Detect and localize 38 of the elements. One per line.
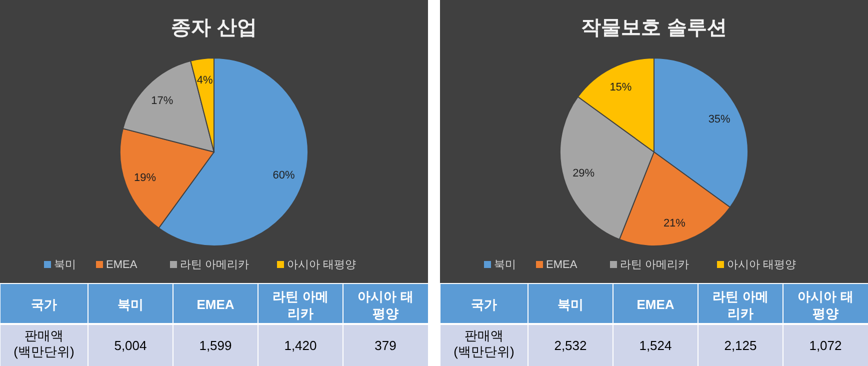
data-label: 15% bbox=[610, 82, 632, 94]
legend-label: 북미 bbox=[494, 259, 516, 271]
legend-label: 아시아 태평양 bbox=[287, 259, 356, 271]
legend-label: 라틴 아메리카 bbox=[620, 259, 690, 271]
text: 국가 bbox=[471, 297, 497, 312]
category-label: EMEA bbox=[196, 297, 234, 312]
text: 1,524 bbox=[639, 338, 672, 353]
text: 2,532 bbox=[554, 338, 587, 353]
data-label: 60% bbox=[272, 170, 295, 182]
category-label: 라틴 아메리카 bbox=[712, 289, 768, 321]
slice-label: EMEA bbox=[636, 297, 675, 312]
legend-label: 라틴 아메리카 bbox=[180, 259, 250, 271]
data-label: 19% bbox=[134, 172, 156, 184]
legend-label: 아시아 태평양 bbox=[727, 259, 796, 271]
category-label: 아시아 태평양 bbox=[358, 289, 414, 321]
data-label: 35% bbox=[708, 114, 731, 126]
legend-label: EMEA bbox=[106, 259, 138, 271]
text: 국가 bbox=[31, 297, 57, 312]
legend-label: EMEA bbox=[546, 259, 578, 271]
data-label: 17% bbox=[151, 95, 174, 108]
category-label: 아시아 태평양 bbox=[798, 289, 854, 321]
data-label: 4% bbox=[196, 74, 213, 86]
text: 379 bbox=[374, 338, 396, 353]
text: 1,599 bbox=[199, 338, 232, 353]
slice-label: 북미 bbox=[118, 297, 144, 312]
chart-title: 종자 산업 bbox=[171, 17, 257, 39]
chart-title: 작물보호 솔루션 bbox=[581, 17, 727, 39]
text: 1,072 bbox=[809, 338, 842, 353]
data-label: 29% bbox=[572, 167, 595, 180]
category-label: 북미 bbox=[558, 297, 584, 312]
text: 판매액 (백만단위) bbox=[14, 328, 74, 359]
text: 판매액 (백만단위) bbox=[454, 328, 514, 359]
text: 1,420 bbox=[284, 338, 317, 353]
category-label: 라틴 아메리카 bbox=[272, 289, 328, 321]
data-label: 21% bbox=[663, 217, 686, 230]
text: 5,004 bbox=[114, 338, 147, 353]
legend-label: 북미 bbox=[54, 259, 76, 271]
text: 2,125 bbox=[724, 338, 757, 353]
